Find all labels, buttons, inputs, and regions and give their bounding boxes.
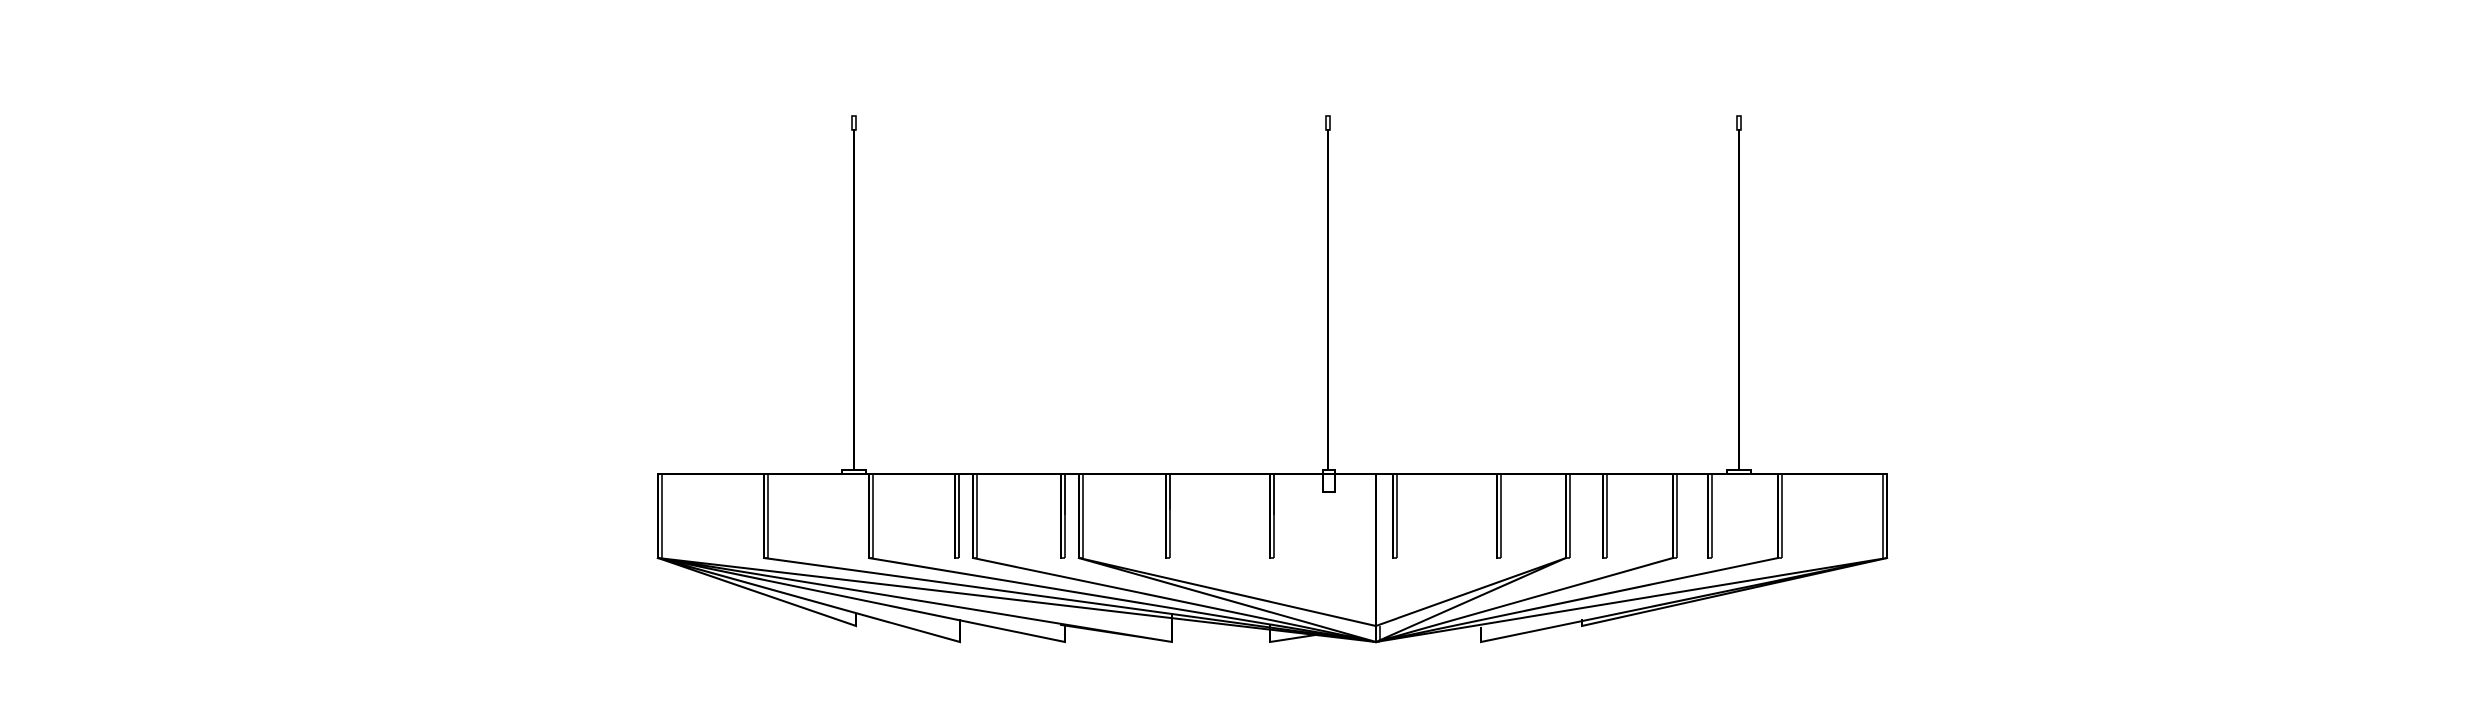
diagonal-fin-left xyxy=(867,556,1378,644)
cable-anchor xyxy=(1736,115,1742,131)
lower-connector xyxy=(1059,624,1173,643)
diagonal-fin-right xyxy=(1374,556,1675,644)
diagonal-fin-left xyxy=(1077,556,1378,644)
diagonal-fin-left-upper xyxy=(1077,556,1378,628)
diagonal-fin-right xyxy=(1374,556,1780,644)
ceiling-canopy xyxy=(1322,469,1336,493)
lower-fin-left xyxy=(656,556,857,628)
lower-long-diagonal-left xyxy=(656,556,1378,644)
diagonal-fin-left xyxy=(762,556,1378,644)
diagonal-fin-right-upper xyxy=(1374,556,1568,628)
lower-long-diagonal-right xyxy=(1374,556,1889,644)
lower-fin-right xyxy=(1480,556,1889,644)
lower-fin-left xyxy=(656,556,961,644)
diagonal-fin-left xyxy=(971,556,1378,644)
lower-fin-center-left xyxy=(1269,625,1324,644)
diagonal-fin-right xyxy=(1374,556,1568,644)
lower-fin-left xyxy=(656,556,1066,644)
cable-anchor xyxy=(1325,115,1331,131)
cable-anchor xyxy=(851,115,857,131)
